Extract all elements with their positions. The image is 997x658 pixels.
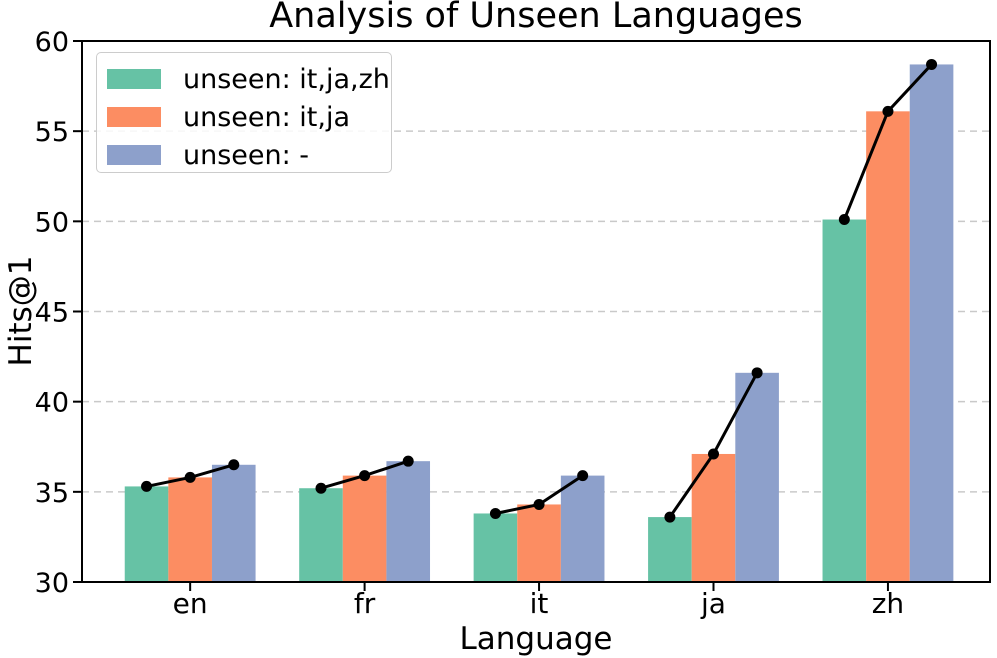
bar	[342, 475, 387, 582]
data-point-marker	[577, 470, 589, 482]
y-tick-label: 60	[35, 27, 69, 58]
legend: unseen: it,ja,zh unseen: it,ja unseen: -	[96, 52, 392, 173]
data-point-marker	[926, 58, 938, 70]
x-tick-label: en	[173, 587, 208, 620]
bar	[691, 453, 736, 582]
data-point-marker	[664, 511, 676, 523]
legend-swatch-blue	[107, 145, 161, 165]
bar	[822, 219, 867, 582]
x-tick-label: it	[530, 587, 549, 620]
data-point-marker	[751, 367, 763, 379]
data-point-marker	[838, 214, 850, 226]
legend-swatch-green	[107, 69, 161, 89]
legend-label: unseen: it,ja	[183, 101, 351, 133]
x-tick-label: zh	[872, 587, 904, 620]
y-tick-label: 45	[35, 298, 69, 329]
bar	[211, 464, 256, 582]
bar	[124, 486, 169, 582]
data-point-marker	[315, 482, 327, 494]
data-point-marker	[882, 105, 894, 117]
data-point-marker	[533, 498, 545, 510]
x-axis-label: Language	[459, 621, 613, 657]
x-tick-label: ja	[700, 587, 726, 620]
bar	[909, 64, 954, 582]
bar	[648, 517, 692, 582]
data-point-marker	[228, 459, 240, 471]
bar	[560, 475, 605, 582]
legend-label: unseen: it,ja,zh	[183, 63, 390, 95]
y-axis-label: Hits@1	[3, 255, 39, 367]
data-point-marker	[359, 470, 371, 482]
y-tick-label: 30	[35, 568, 69, 599]
legend-label: unseen: -	[183, 139, 310, 171]
bar	[517, 504, 561, 582]
bar	[386, 461, 431, 582]
chart-title: Analysis of Unseen Languages	[269, 0, 803, 36]
data-point-marker	[708, 448, 720, 460]
legend-item: unseen: -	[107, 136, 391, 174]
y-tick-label: 50	[35, 207, 69, 238]
data-point-marker	[402, 455, 414, 467]
legend-item: unseen: it,ja,zh	[107, 60, 391, 98]
data-point-marker	[489, 507, 501, 519]
y-tick-label: 55	[35, 117, 69, 148]
legend-item: unseen: it,ja	[107, 98, 391, 136]
legend-swatch-orange	[107, 107, 161, 127]
bar	[735, 372, 779, 582]
data-point-marker	[184, 471, 196, 483]
y-tick-label: 40	[35, 388, 69, 419]
bar	[168, 477, 212, 582]
y-tick-label: 35	[35, 478, 69, 509]
x-tick-label: fr	[354, 587, 376, 620]
bar	[299, 488, 343, 582]
data-point-marker	[141, 480, 153, 492]
bar	[473, 513, 518, 582]
bar	[866, 111, 910, 582]
